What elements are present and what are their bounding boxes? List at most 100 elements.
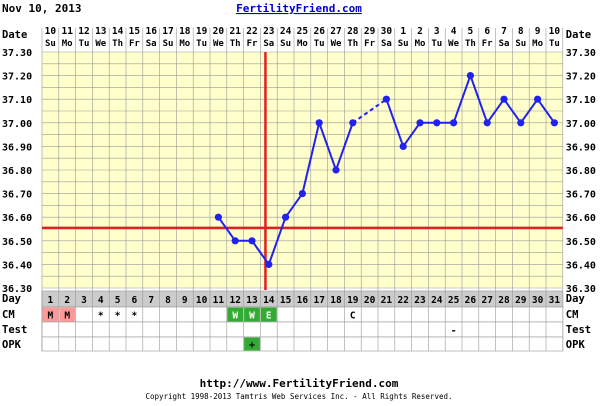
cycle-day-label: 1 — [48, 295, 54, 306]
cycle-day-label: 9 — [182, 295, 188, 306]
temp-segment — [402, 122, 421, 147]
weekday-label: Fr — [129, 39, 140, 49]
date-label: 14 — [112, 26, 124, 37]
temp-point — [248, 237, 256, 245]
cycle-day-label: 11 — [213, 295, 225, 306]
cm-cell-highlight — [227, 307, 244, 322]
date-label: 21 — [229, 26, 241, 37]
temp-segment — [318, 122, 337, 171]
y-tick-label-right: 36.50 — [566, 237, 596, 248]
date-label: 4 — [451, 26, 457, 37]
cycle-day-label: 21 — [381, 295, 393, 306]
date-label: 5 — [468, 26, 474, 37]
cycle-day-label: 3 — [81, 295, 87, 306]
date-label: 25 — [297, 26, 309, 37]
date-label: 10 — [549, 26, 561, 37]
temp-point — [332, 166, 340, 174]
y-tick-label-right: 37.10 — [566, 95, 596, 106]
opk-row-label-right: OPK — [566, 339, 586, 351]
weekday-label: Mo — [179, 39, 190, 49]
cycle-day-label: 8 — [165, 295, 171, 306]
weekday-label: Sa — [499, 39, 510, 49]
temp-point — [282, 213, 290, 221]
footer-url-link[interactable]: http://www.FertilityFriend.com — [200, 377, 399, 390]
date-label: 7 — [501, 26, 507, 37]
cycle-day-label: 25 — [448, 295, 460, 306]
weekday-label: Su — [398, 39, 409, 49]
date-row-label-right: Date — [566, 29, 591, 41]
date-label: 1 — [400, 26, 406, 37]
cm-entry: M — [64, 311, 70, 322]
temp-point — [500, 95, 508, 103]
cm-cell-highlight — [244, 307, 260, 322]
cycle-day-label: 20 — [364, 295, 376, 306]
temp-point — [416, 119, 424, 127]
footer-copyright: Copyright 1998-2013 Tamtris Web Services… — [145, 392, 452, 401]
day-row-label-right: Day — [566, 293, 586, 305]
chart-date: Nov 10, 2013 — [2, 2, 81, 15]
y-tick-label-left: 37.20 — [2, 72, 32, 83]
weekday-label: Su — [163, 39, 174, 49]
y-tick-label-left: 37.00 — [2, 119, 32, 130]
temp-segment — [284, 193, 304, 218]
opk-row-label: OPK — [2, 339, 22, 351]
date-label: 13 — [95, 26, 107, 37]
date-label: 19 — [196, 26, 208, 37]
cm-entry: * — [132, 311, 138, 322]
temp-point — [517, 119, 525, 127]
y-tick-label-right: 36.30 — [566, 284, 596, 295]
weekday-label: Mo — [62, 39, 73, 49]
site-title-link[interactable]: FertilityFriend.com — [236, 2, 362, 15]
date-label: 12 — [78, 26, 89, 37]
date-label: 30 — [381, 26, 393, 37]
cycle-day-label: 15 — [280, 295, 292, 306]
cycle-day-label: 30 — [532, 295, 544, 306]
cycle-day-label: 17 — [313, 295, 324, 306]
y-tick-label-left: 36.70 — [2, 190, 32, 201]
temp-point — [450, 119, 458, 127]
cycle-day-label: 7 — [148, 295, 154, 306]
y-tick-label-right: 36.90 — [566, 142, 596, 153]
temp-point — [433, 119, 441, 127]
y-tick-label-right: 37.30 — [566, 48, 596, 59]
temp-point — [483, 119, 491, 127]
date-label: 16 — [145, 26, 157, 37]
cycle-day-label: 28 — [498, 295, 510, 306]
date-row-label: Date — [2, 29, 27, 41]
cm-row-label-right: CM — [566, 309, 579, 321]
cycle-day-label: 4 — [98, 295, 104, 306]
weekday-label: We — [95, 39, 106, 49]
date-label: 2 — [417, 26, 423, 37]
weekday-label: Su — [515, 39, 526, 49]
date-label: 22 — [246, 26, 257, 37]
weekday-label: Th — [230, 39, 241, 49]
temp-segment — [452, 75, 472, 124]
temp-segment — [251, 240, 270, 265]
date-label: 26 — [313, 26, 325, 37]
date-label: 24 — [280, 26, 292, 37]
test-row-background — [41, 321, 564, 338]
temp-point — [214, 213, 222, 221]
weekday-label: Su — [280, 39, 291, 49]
cycle-day-label: 27 — [481, 295, 492, 306]
temp-point — [231, 237, 239, 245]
cm-cell-highlight — [59, 307, 76, 322]
temp-segment — [267, 216, 287, 265]
temp-segment — [385, 98, 405, 147]
weekday-label: Sa — [381, 39, 392, 49]
cm-row-label: CM — [2, 309, 15, 321]
temp-point — [550, 119, 559, 127]
date-label: 18 — [179, 26, 191, 37]
temp-segment — [301, 122, 321, 194]
temp-point — [466, 72, 474, 80]
date-label: 27 — [330, 26, 341, 37]
temp-point — [534, 95, 542, 103]
weekday-label: Tu — [549, 39, 560, 49]
y-tick-label-right: 36.80 — [566, 166, 596, 177]
weekday-label: Fr — [364, 39, 375, 49]
cycle-day-label: 23 — [414, 295, 426, 306]
cycle-day-label: 29 — [515, 295, 527, 306]
weekday-label: Sa — [263, 39, 274, 49]
